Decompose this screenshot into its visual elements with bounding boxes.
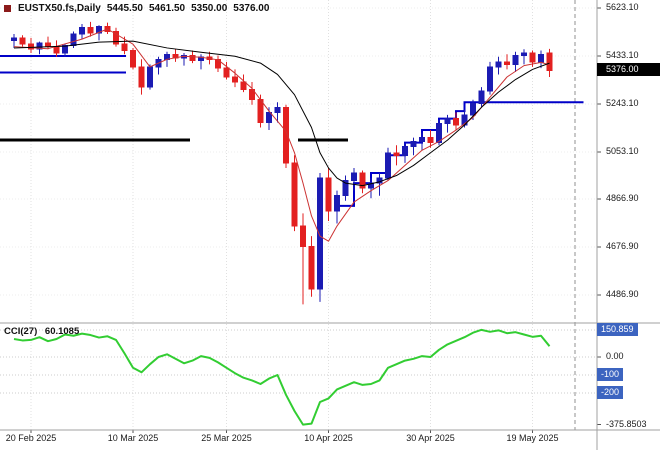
cci-line: [13, 328, 551, 426]
cci-level-tag: -100: [597, 368, 624, 381]
cci-tick-label: -375.8503: [606, 418, 647, 429]
price-tick-label: 5053.10: [606, 146, 639, 156]
price-tick-label: 4486.90: [606, 289, 639, 300]
chart-header: EUSTX50.fs,Daily 5445.50 5461.50 5350.00…: [4, 3, 269, 14]
date-tick-label: 30 Apr 2025: [406, 433, 455, 443]
indicator-name: CCI(27): [4, 326, 38, 337]
candles: [11, 21, 553, 305]
ohlc-open: 5445.50: [106, 3, 143, 14]
cci-level-tag: -200: [597, 386, 624, 399]
date-tick-label: 25 Mar 2025: [201, 433, 252, 443]
date-tick-label: 10 Apr 2025: [304, 433, 353, 443]
indicator-value: 60.1085: [44, 326, 80, 337]
ohlc-close: 5376.00: [233, 3, 270, 14]
date-tick-label: 19 May 2025: [506, 433, 559, 443]
indicator-label: CCI(27) 60.1085: [4, 326, 84, 337]
price-tick-label: 5433.10: [606, 50, 639, 60]
cci-level-tag: 150.859: [597, 322, 638, 336]
price-tick-label: 5623.10: [606, 2, 639, 12]
ohlc-low: 5350.00: [191, 3, 228, 14]
symbol-marker-icon: [4, 5, 11, 12]
date-tick-label: 10 Mar 2025: [107, 433, 159, 443]
cci-tick-label: 0.00: [606, 351, 624, 361]
current-price-tag: 5376.00: [597, 63, 660, 77]
price-tick-label: 4676.90: [606, 241, 639, 252]
date-tick-label: 20 Feb 2025: [5, 433, 57, 443]
ohlc-high: 5461.50: [148, 3, 186, 14]
symbol-period-label: EUSTX50.fs,Daily: [18, 3, 101, 14]
price-tick-label: 5243.10: [606, 98, 639, 108]
price-tick-label: 4866.90: [606, 193, 639, 204]
